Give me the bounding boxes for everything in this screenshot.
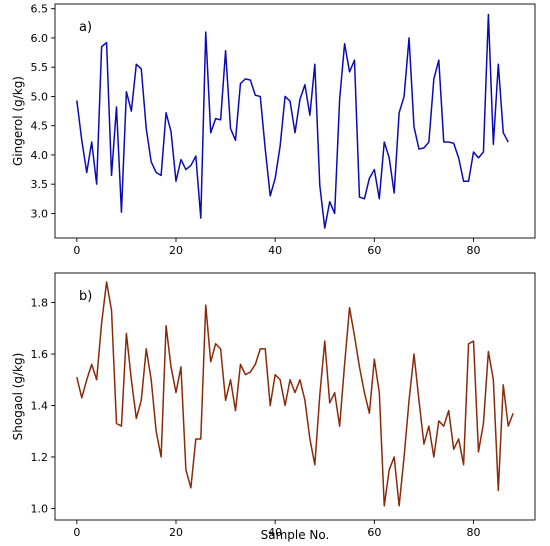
y-tick-label: 3.5 xyxy=(31,178,49,191)
y-tick-label: 1.8 xyxy=(31,297,49,310)
y-tick-label: 5.0 xyxy=(31,90,49,103)
x-tick-label: 80 xyxy=(467,526,481,539)
gingerol-panel: 0 20 40 60 80 3.0 3.5 4.0 4.5 5.0 5.5 6.0 6.5 Gingero… xyxy=(11,3,536,257)
y-tick-label: 5.5 xyxy=(31,61,49,74)
y-axis-label: Gingerol (g/kg) xyxy=(11,76,25,166)
x-tick-label: 40 xyxy=(268,526,282,539)
plot-frame xyxy=(54,272,536,521)
x-tick-label: 20 xyxy=(169,526,183,539)
x-tick-label: 60 xyxy=(367,244,381,257)
y-tick-label: 1.4 xyxy=(31,400,49,413)
x-axis-label: Sample No. xyxy=(261,528,330,542)
y-tick-label: 4.5 xyxy=(31,120,49,133)
y-tick-label: 6.5 xyxy=(31,3,49,16)
series-line xyxy=(76,281,514,507)
x-tick-label: 40 xyxy=(268,244,282,257)
series-line xyxy=(76,13,509,229)
y-axis-label: Shogaol (g/kg) xyxy=(11,353,25,441)
y-tick-label: 4.0 xyxy=(31,149,49,162)
panel-label: b) xyxy=(79,289,92,304)
x-tick-label: 60 xyxy=(367,526,381,539)
x-tick-label: 0 xyxy=(73,244,80,257)
x-tick-label: 80 xyxy=(467,244,481,257)
x-tick-label: 0 xyxy=(73,526,80,539)
y-tick-label: 6.0 xyxy=(31,32,49,45)
plot-frame xyxy=(54,3,536,239)
y-tick-label: 1.2 xyxy=(31,451,49,464)
shogaol-panel: 0 20 40 60 80 1.0 1.2 1.4 1.6 1.8 Shogaol (g/kg) Sa… xyxy=(11,272,536,542)
panel-label: a) xyxy=(79,20,92,35)
x-tick-label: 20 xyxy=(169,244,183,257)
y-tick-label: 1.6 xyxy=(31,348,49,361)
y-tick-label: 3.0 xyxy=(31,207,49,220)
y-tick-label: 1.0 xyxy=(31,502,49,515)
